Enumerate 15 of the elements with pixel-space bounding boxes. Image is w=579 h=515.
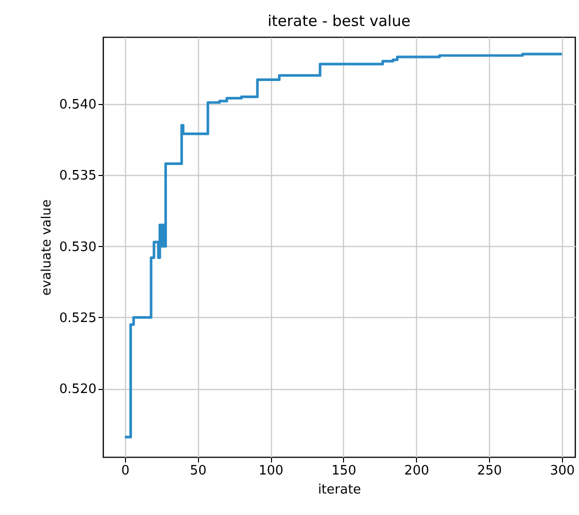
x-tick-label: 300 xyxy=(550,464,575,478)
x-tick-label: 100 xyxy=(258,464,284,478)
y-tick-label: 0.535 xyxy=(59,168,96,184)
y-tick-label: 0.520 xyxy=(59,382,96,398)
y-axis-title: evaluate value xyxy=(39,199,54,296)
x-tick-label: 200 xyxy=(404,464,430,478)
x-tick-label: 150 xyxy=(331,464,356,478)
chart-title: iterate - best value xyxy=(268,12,410,30)
y-tick-label: 0.540 xyxy=(59,97,96,112)
x-tick-label: 50 xyxy=(190,464,206,478)
x-tick-label: 250 xyxy=(477,464,502,478)
y-tick-label: 0.530 xyxy=(59,240,96,255)
y-tick-label: 0.525 xyxy=(59,310,96,326)
x-axis-title: iterate xyxy=(318,482,362,498)
x-tick-label: 0 xyxy=(121,464,130,478)
